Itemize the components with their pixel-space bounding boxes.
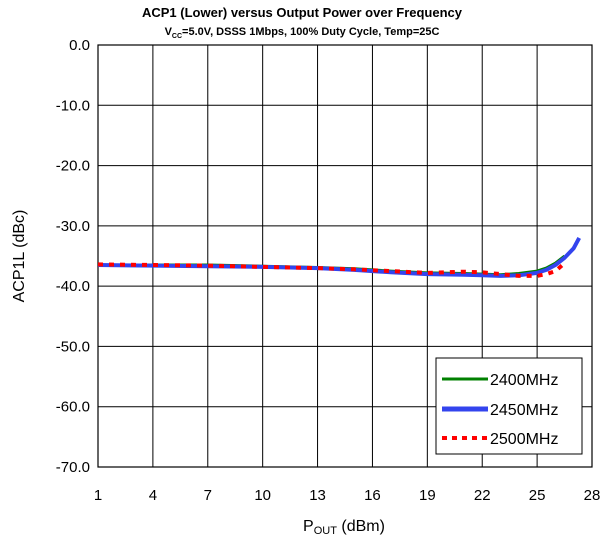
x-axis-label-main: P <box>303 518 314 535</box>
subtitle-conditions: =5.0V, DSSS 1Mbps, 100% Duty Cycle, Temp… <box>182 26 440 38</box>
x-tick-label: 22 <box>474 487 491 504</box>
chart-subtitle: VCC=5.0V, DSSS 1Mbps, 100% Duty Cycle, T… <box>0 26 604 40</box>
y-tick-label: -10.0 <box>56 97 90 114</box>
legend-label-2500mhz: 2500MHz <box>490 431 558 448</box>
x-tick-label: 7 <box>204 487 212 504</box>
legend-label-2450mhz: 2450MHz <box>490 402 558 419</box>
x-tick-label: 19 <box>419 487 436 504</box>
x-tick-label: 25 <box>529 487 546 504</box>
x-tick-label: 10 <box>254 487 271 504</box>
x-tick-labels: 1 4 7 10 13 16 19 22 25 28 <box>94 487 601 504</box>
x-tick-label: 13 <box>309 487 326 504</box>
legend-box <box>435 357 583 455</box>
legend: 2400MHz 2450MHz 2500MHz <box>435 357 583 455</box>
y-tick-label: -30.0 <box>56 218 90 235</box>
y-tick-labels: 0.0 -10.0 -20.0 -30.0 -40.0 -50.0 -60.0 -70.0 <box>56 37 90 476</box>
x-tick-label: 4 <box>149 487 157 504</box>
legend-label-2400mhz: 2400MHz <box>490 372 558 389</box>
y-tick-label: -60.0 <box>56 399 90 416</box>
y-tick-label: -70.0 <box>56 459 90 476</box>
x-tick-label: 16 <box>364 487 381 504</box>
y-tick-label: -50.0 <box>56 338 90 355</box>
y-tick-label: -40.0 <box>56 278 90 295</box>
grid-lines <box>98 45 592 467</box>
series-line-2500mhz <box>97 261 566 278</box>
subtitle-subscript: CC <box>171 33 183 41</box>
chart-title: ACP1 (Lower) versus Output Power over Fr… <box>141 5 463 20</box>
x-tick-label: 28 <box>584 487 601 504</box>
x-axis-label-unit: (dBm) <box>337 518 385 535</box>
x-axis-label-sub: OUT <box>314 525 338 537</box>
x-axis-label: POUT (dBm) <box>303 518 385 537</box>
series-lines <box>97 236 581 278</box>
y-tick-label: 0.0 <box>69 37 90 54</box>
y-axis-label: ACP1L (dBc) <box>11 210 28 303</box>
x-tick-label: 1 <box>94 487 102 504</box>
y-tick-label: -20.0 <box>56 158 90 175</box>
subtitle-prefix: V <box>164 26 172 38</box>
